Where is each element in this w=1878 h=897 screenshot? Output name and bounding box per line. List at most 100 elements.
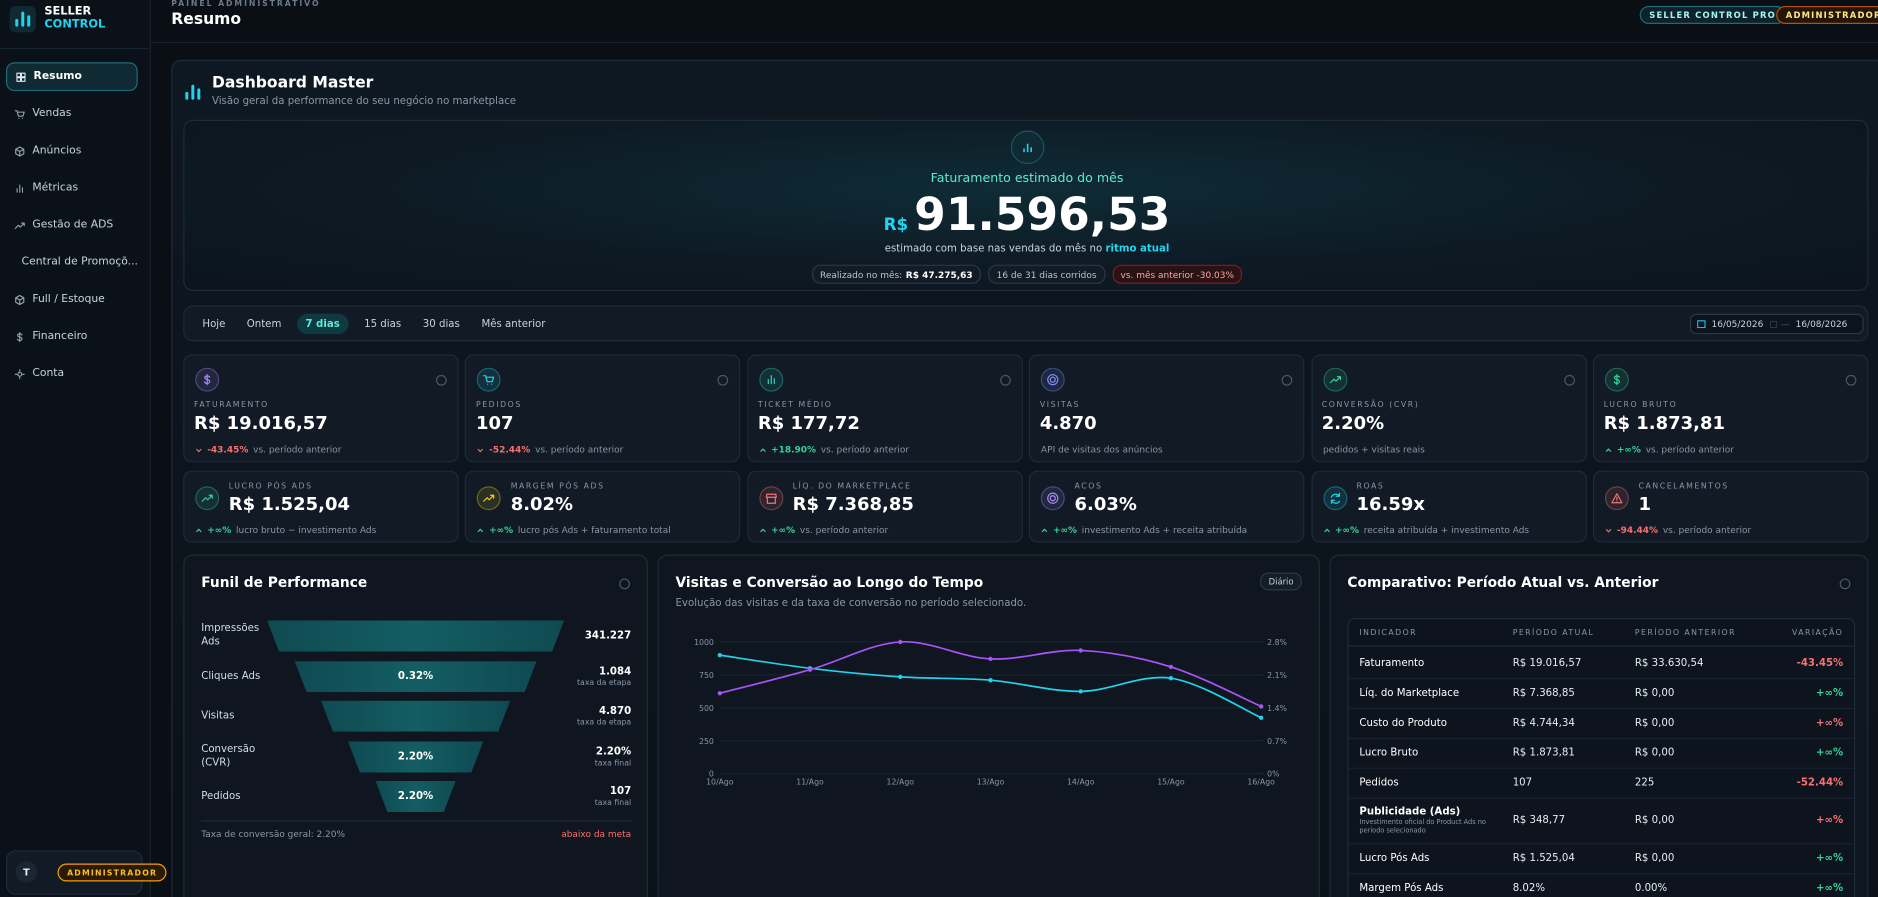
stage-sub: taxa da etapa [576, 717, 632, 728]
funnel-footer: Taxa de conversão geral: 2.20% [201, 828, 346, 840]
delta-value: -52.44% [489, 444, 531, 456]
filter-option[interactable]: 30 dias [422, 317, 460, 330]
kpi-label: ACOS [1074, 481, 1103, 492]
kpi-card: CANCELAMENTOS 1 -94.44% vs. período anterio… [1592, 470, 1869, 543]
y-tick-label: 750 [699, 671, 714, 680]
nav-label[interactable]: Full / Estoque [32, 293, 105, 306]
icon [15, 145, 25, 156]
nav-item[interactable]: Central de Promoçõ... [6, 248, 138, 277]
granularity-badge[interactable]: Diário [1260, 572, 1302, 591]
nav-label[interactable]: Resumo [33, 70, 82, 83]
delta-note: vs. período anterior [535, 444, 624, 456]
table-cell: R$ 0,00 [1634, 814, 1675, 827]
y2-tick-label: 2.1% [1267, 671, 1287, 680]
kpi-label: LÍQ. DO MARKETPLACE [792, 481, 912, 492]
kpi-label: FATURAMENTO [194, 400, 269, 410]
filter-option[interactable]: 15 dias [364, 317, 402, 330]
table-cell: R$ 33.630,54 [1634, 656, 1704, 669]
nav-label[interactable]: Central de Promoçõ... [21, 256, 138, 269]
date-to[interactable]: 16/08/2026 [1795, 318, 1848, 330]
table-cell: R$ 1.525,04 [1512, 852, 1575, 865]
table-cell: R$ 0,00 [1634, 686, 1675, 699]
kpi-label: LUCRO PÓS ADS [228, 481, 313, 492]
table-cell: +∞% [1816, 882, 1844, 895]
stage-rate: 2.20% [397, 790, 434, 803]
delta-note: receita atribuída + investimento Ads [1363, 524, 1530, 536]
icon-shape [16, 331, 23, 342]
date-from[interactable]: 16/05/2026 [1711, 318, 1764, 330]
nav-item[interactable]: Vendas [6, 99, 138, 128]
kpi-label: TICKET MÉDIO [757, 400, 833, 410]
x-tick-label: 10/Ago [706, 777, 734, 786]
kpi-icon [477, 486, 502, 511]
sidebar: SELLER CONTROL T ADMINISTRADOR Resumo Ven… [0, 0, 167, 897]
help-icon[interactable] [1281, 374, 1293, 386]
stage-sub: taxa final [594, 797, 632, 808]
comparison-table: INDICADOR PERÍODO ATUAL PERÍODO ANTERIOR VA… [1347, 618, 1856, 897]
nav-label[interactable]: Gestão de ADS [32, 219, 114, 232]
nav-item[interactable]: Conta [6, 359, 138, 388]
help-icon[interactable] [1563, 374, 1575, 386]
kpi-card: VISITAS 4.870 API de visitas dos anúncios [1029, 354, 1305, 463]
funnel-bar: 2.20% [347, 741, 484, 773]
column-header: PERÍODO ATUAL [1512, 627, 1595, 638]
filter-option[interactable]: 7 dias [297, 313, 349, 335]
nav-label[interactable]: Anúncios [32, 144, 82, 157]
user-card[interactable]: T ADMINISTRADOR [5, 850, 167, 895]
nav-item[interactable]: Financeiro [6, 322, 138, 351]
chip: vs. mês anterior -30.03% [1112, 264, 1243, 284]
table-cell: +∞% [1816, 686, 1844, 699]
icon [14, 368, 25, 379]
kpi-label: LUCRO BRUTO [1603, 400, 1678, 410]
stage-sub: taxa da etapa [576, 677, 632, 688]
kpi-delta: +∞% vs. período anterior [759, 524, 889, 536]
kpi-icon [477, 367, 502, 392]
stage-sub: taxa final [594, 758, 632, 768]
table-cell: Faturamento [1359, 656, 1425, 669]
icon-shape [201, 494, 213, 502]
nav-label[interactable]: Financeiro [32, 330, 88, 343]
filter-option[interactable]: Mês anterior [481, 317, 546, 330]
filter-option[interactable]: Hoje [202, 317, 226, 330]
delta-note: vs. período anterior [799, 524, 889, 536]
help-icon[interactable] [619, 578, 630, 590]
nav-item[interactable]: Anúncios [6, 137, 138, 166]
icon [1611, 493, 1623, 504]
filter-option[interactable]: Ontem [246, 317, 282, 330]
kpi-delta: pedidos + visitas reais [1323, 444, 1425, 455]
y2-tick-label: 0% [1267, 770, 1279, 779]
nav-label[interactable]: Vendas [32, 107, 72, 120]
table-cell: R$ 0,00 [1634, 746, 1675, 759]
icon-shape [16, 72, 26, 82]
date-range[interactable]: 16/05/2026 ▢ — 16/08/2026 [1689, 313, 1864, 335]
help-icon[interactable] [1839, 578, 1851, 590]
y2-tick-label: 1.4% [1267, 704, 1287, 713]
nav-item[interactable]: Resumo [5, 62, 138, 92]
arrow-shape [195, 527, 202, 532]
icon-shape [15, 294, 25, 305]
funnel-bar: 0.32% [294, 661, 537, 693]
nav-item[interactable]: Full / Estoque [6, 285, 138, 314]
y-tick-label: 500 [699, 704, 714, 713]
stage-label: Visitas [201, 709, 235, 722]
help-icon[interactable] [999, 374, 1011, 386]
kpi-value: 2.20% [1321, 412, 1385, 434]
kpi-icon [759, 486, 784, 511]
filter-bar: 16/05/2026 ▢ — 16/08/2026 Hoje Ontem 7 dia… [183, 305, 1869, 342]
help-icon[interactable] [1845, 374, 1857, 386]
nav-label[interactable]: Conta [32, 367, 65, 380]
nav-item[interactable]: Gestão de ADS [6, 211, 138, 240]
icon [767, 375, 775, 385]
nav-item[interactable]: Métricas [6, 174, 138, 203]
help-icon[interactable] [435, 374, 447, 386]
table-row: Margem Pós Ads 8.02% 0.00% +∞% [1349, 873, 1854, 897]
stage-rate: 0.32% [397, 670, 434, 683]
nav-label[interactable]: Métricas [32, 182, 79, 195]
kpi-delta: API de visitas dos anúncios [1041, 444, 1163, 455]
table-cell: 0.00% [1634, 882, 1668, 895]
hero-note: estimado com base nas vendas do mês no r… [184, 243, 1869, 255]
icon [16, 72, 26, 82]
help-icon[interactable] [717, 374, 729, 386]
arrow-shape [195, 448, 202, 452]
